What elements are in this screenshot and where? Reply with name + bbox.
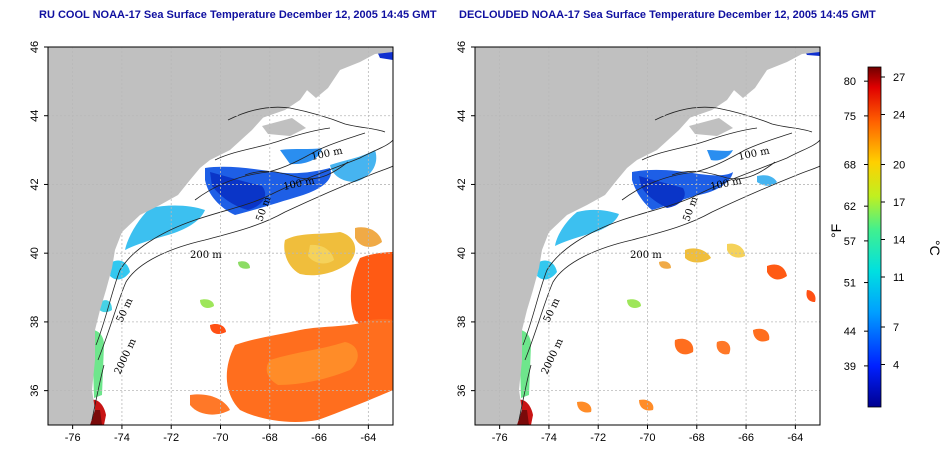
- temperature-colorbar: 80 75 68 62 57 51 44 39 27 24 20 17 14 11 7 4 °F °C: [828, 66, 943, 408]
- left-contour-label-200m: 200 m: [190, 250, 222, 261]
- left-x-tick-label: -72: [163, 432, 179, 444]
- fahrenheit-tick-label: 62: [844, 201, 856, 213]
- fahrenheit-tick-label: 51: [844, 278, 856, 290]
- right-y-tick-label: 40: [456, 247, 468, 259]
- fahrenheit-tick-label: 80: [844, 76, 856, 88]
- left-y-axis: 36 38 40 42 44 46: [29, 41, 48, 397]
- celsius-tick-label: 7: [893, 322, 899, 334]
- left-y-tick-label: 36: [29, 385, 41, 397]
- celsius-tick-label: 4: [893, 360, 899, 372]
- right-x-tick-label: -74: [541, 432, 557, 444]
- right-x-tick-label: -66: [738, 432, 754, 444]
- left-map-panel: 100 m 100 m 50 m 200 m 50 m 2000 m -76 -7…: [29, 41, 394, 444]
- right-x-tick-label: -64: [787, 432, 803, 444]
- celsius-tick-label: 20: [893, 160, 905, 172]
- celsius-tick-label: 14: [893, 235, 905, 247]
- left-map-title: RU COOL NOAA-17 Sea Surface Temperature …: [39, 9, 437, 21]
- colorbar-fahrenheit-ticks: 80 75 68 62 57 51 44 39: [844, 76, 868, 373]
- right-map-panel: 100 m 100 m 50 m 200 m 50 m 2000 m -76 -7…: [456, 41, 821, 444]
- right-x-tick-label: -72: [590, 432, 606, 444]
- right-x-tick-label: -68: [689, 432, 705, 444]
- celsius-tick-label: 11: [893, 272, 904, 284]
- right-y-tick-label: 38: [456, 316, 468, 328]
- left-grid: [48, 47, 393, 425]
- left-x-tick-label: -76: [65, 432, 81, 444]
- left-y-tick-label: 44: [29, 110, 41, 122]
- right-x-tick-label: -76: [492, 432, 508, 444]
- right-contour-label-200m: 200 m: [630, 250, 662, 261]
- colorbar-gradient: [867, 66, 882, 408]
- left-x-axis: -76 -74 -72 -70 -68 -66 -64: [65, 425, 376, 444]
- left-x-tick-label: -74: [114, 432, 130, 444]
- celsius-unit-label: °C: [927, 240, 943, 256]
- right-map-title: DECLOUDED NOAA-17 Sea Surface Temperatur…: [459, 9, 876, 21]
- right-y-tick-label: 44: [456, 110, 468, 122]
- right-y-tick-label: 36: [456, 385, 468, 397]
- celsius-tick-label: 17: [893, 197, 905, 209]
- colorbar-celsius-ticks: 27 24 20 17 14 11 7 4: [881, 72, 905, 372]
- right-x-axis: -76 -74 -72 -70 -68 -66 -64: [492, 425, 803, 444]
- fahrenheit-tick-label: 44: [844, 326, 856, 338]
- fahrenheit-tick-label: 39: [844, 361, 856, 373]
- fahrenheit-tick-label: 68: [844, 160, 856, 172]
- left-y-tick-label: 46: [29, 41, 41, 53]
- left-y-tick-label: 38: [29, 316, 41, 328]
- left-y-tick-label: 42: [29, 178, 41, 190]
- fahrenheit-tick-label: 75: [844, 111, 856, 123]
- left-x-tick-label: -66: [311, 432, 327, 444]
- right-y-tick-label: 46: [456, 41, 468, 53]
- left-x-tick-label: -70: [213, 432, 229, 444]
- right-grid: [475, 47, 820, 425]
- left-x-tick-label: -64: [360, 432, 376, 444]
- celsius-tick-label: 27: [893, 72, 905, 84]
- celsius-tick-label: 24: [893, 110, 905, 122]
- left-y-tick-label: 40: [29, 247, 41, 259]
- fahrenheit-unit-label: °F: [828, 224, 844, 238]
- right-x-tick-label: -70: [640, 432, 656, 444]
- right-y-tick-label: 42: [456, 178, 468, 190]
- left-x-tick-label: -68: [262, 432, 278, 444]
- fahrenheit-tick-label: 57: [844, 236, 856, 248]
- right-y-axis: 36 38 40 42 44 46: [456, 41, 475, 397]
